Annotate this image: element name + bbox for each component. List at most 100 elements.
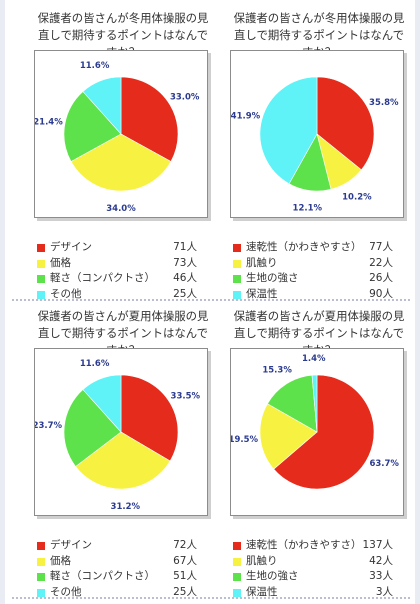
slice-percent-label: 33.5% bbox=[171, 391, 201, 401]
slice-percent-label: 35.8% bbox=[369, 98, 399, 108]
legend-item: 保温性 90人 bbox=[233, 287, 393, 303]
legend-count: 25人 bbox=[173, 287, 197, 300]
legend-item: 軽さ（コンパクトさ） 46人 bbox=[37, 271, 197, 287]
pie-slice bbox=[70, 133, 172, 192]
legend-count: 25人 bbox=[173, 585, 197, 598]
pie-chart-frame: 63.7% 19.5% 15.3% 1.4% bbox=[230, 348, 404, 516]
legend-swatch bbox=[37, 244, 45, 252]
legend-count: 137人 bbox=[362, 539, 393, 551]
legend-swatch bbox=[233, 290, 241, 299]
chart-panel-summer-design: 保護者の皆さんが夏用体操服の見直しで期待するポイントはなんですか？ 33.5%3… bbox=[34, 308, 212, 598]
pie-slice bbox=[82, 374, 122, 433]
legend-label: 肌触り bbox=[246, 554, 278, 567]
legend-swatch bbox=[37, 573, 45, 581]
legend-item: 速乾性（かわきやすさ） 77人 bbox=[233, 240, 393, 256]
legend-label: 保温性 bbox=[246, 287, 278, 300]
legend-count: 3人 bbox=[375, 585, 393, 598]
legend-swatch bbox=[233, 275, 241, 283]
legend-count: 42人 bbox=[369, 554, 393, 567]
pie-chart-frame: 33.0% 34.0% 21.4% 11.6% bbox=[34, 50, 208, 218]
legend-count: 77人 bbox=[369, 241, 393, 253]
chart-legend: 速乾性（かわきやすさ） 77人 肌触り 22人 生地の強さ 26人 保温性 90… bbox=[233, 240, 393, 302]
section-divider bbox=[12, 299, 410, 301]
slice-percent-label: 41.9% bbox=[231, 111, 261, 121]
legend-label: 価格 bbox=[50, 256, 71, 269]
pie-slice bbox=[311, 374, 318, 433]
legend-count: 46人 bbox=[173, 272, 197, 284]
legend-swatch bbox=[233, 573, 241, 581]
page-edge-right bbox=[415, 0, 420, 604]
pie-slice bbox=[316, 76, 375, 171]
page-edge-left bbox=[0, 0, 5, 604]
legend-item: デザイン 71人 bbox=[37, 240, 197, 256]
legend-item: 速乾性（かわきやすさ） 137人 bbox=[233, 538, 393, 554]
pie-slice bbox=[259, 76, 318, 185]
legend-count: 73人 bbox=[173, 256, 197, 269]
chart-legend: 速乾性（かわきやすさ） 137人 肌触り 42人 生地の強さ 33人 保温性 3… bbox=[233, 538, 393, 600]
chart-panel-winter-design: 保護者の皆さんが冬用体操服の見直しで期待するポイントはなんですか？ 33.0%3… bbox=[34, 10, 212, 300]
legend-label: 軽さ（コンパクトさ） bbox=[50, 570, 155, 582]
slice-percent-label: 11.6% bbox=[80, 61, 110, 71]
pie-slice bbox=[75, 431, 171, 490]
pie-chart-frame: 33.5% 31.2% 23.7% 11.6% bbox=[34, 348, 208, 516]
legend-swatch bbox=[233, 542, 241, 550]
legend-label: 生地の強さ bbox=[246, 570, 299, 582]
legend-count: 71人 bbox=[173, 241, 197, 253]
legend-label: 速乾性（かわきやすさ） bbox=[246, 539, 362, 551]
legend-label: 保温性 bbox=[246, 585, 278, 598]
pie-slice bbox=[63, 389, 122, 467]
slice-percent-label: 1.4% bbox=[302, 354, 326, 364]
pie-chart: 33.0% 34.0% 21.4% 11.6% bbox=[35, 61, 200, 214]
legend-count: 67人 bbox=[173, 554, 197, 567]
legend-swatch bbox=[37, 275, 45, 283]
chart-panel-winter-function: 保護者の皆さんが冬用体操服の見直しで期待するポイントはなんですか？ 35.8%1… bbox=[230, 10, 408, 300]
legend-count: 33人 bbox=[369, 570, 393, 582]
pie-slice bbox=[259, 403, 318, 470]
legend-label: 速乾性（かわきやすさ） bbox=[246, 241, 362, 253]
pie-slice bbox=[267, 374, 318, 433]
chart-title: 保護者の皆さんが夏用体操服の見直しで期待するポイントはなんですか？ bbox=[233, 309, 405, 357]
legend-count: 51人 bbox=[173, 570, 197, 582]
legend-count: 90人 bbox=[369, 287, 393, 300]
legend-item: 生地の強さ 26人 bbox=[233, 271, 393, 287]
section-divider bbox=[12, 597, 410, 599]
chart-legend: デザイン 72人 価格 67人 軽さ（コンパクトさ） 51人 その他 25人 bbox=[37, 538, 197, 600]
legend-label: 価格 bbox=[50, 554, 71, 567]
pie-slice bbox=[120, 76, 179, 162]
slice-percent-label: 10.2% bbox=[342, 192, 372, 202]
legend-label: デザイン bbox=[50, 539, 92, 551]
legend-item: デザイン 72人 bbox=[37, 538, 197, 554]
legend-label: その他 bbox=[50, 585, 82, 598]
legend-item: 軽さ（コンパクトさ） 51人 bbox=[37, 569, 197, 585]
slice-percent-label: 15.3% bbox=[262, 366, 292, 376]
pie-slice bbox=[273, 374, 375, 490]
legend-swatch bbox=[37, 588, 45, 597]
legend-item: 保温性 3人 bbox=[233, 585, 393, 601]
legend-label: 生地の強さ bbox=[246, 272, 299, 284]
slice-percent-label: 21.4% bbox=[35, 118, 63, 128]
slice-percent-label: 11.6% bbox=[80, 359, 110, 369]
legend-label: 肌触り bbox=[246, 256, 278, 269]
pie-chart: 35.8% 10.2% 12.1% 41.9% bbox=[231, 76, 399, 213]
pie-chart-frame: 35.8% 10.2% 12.1% 41.9% bbox=[230, 50, 404, 218]
slice-percent-label: 34.0% bbox=[106, 204, 136, 214]
pie-slice bbox=[82, 76, 122, 135]
legend-count: 72人 bbox=[173, 539, 197, 551]
legend-swatch bbox=[233, 244, 241, 252]
legend-label: その他 bbox=[50, 287, 82, 300]
pie-chart: 63.7% 19.5% 15.3% 1.4% bbox=[231, 354, 399, 490]
legend-swatch bbox=[37, 557, 45, 566]
legend-item: 価格 67人 bbox=[37, 554, 197, 570]
legend-swatch bbox=[37, 290, 45, 299]
legend-item: その他 25人 bbox=[37, 287, 197, 303]
legend-swatch bbox=[233, 588, 241, 597]
legend-swatch bbox=[233, 259, 241, 268]
legend-item: 生地の強さ 33人 bbox=[233, 569, 393, 585]
pie-slice bbox=[120, 374, 179, 462]
slice-percent-label: 63.7% bbox=[369, 459, 399, 469]
slice-percent-label: 23.7% bbox=[35, 421, 63, 431]
pie-chart: 33.5% 31.2% 23.7% 11.6% bbox=[35, 359, 201, 512]
legend-swatch bbox=[37, 259, 45, 268]
chart-panel-summer-function: 保護者の皆さんが夏用体操服の見直しで期待するポイントはなんですか？ 63.7% 1… bbox=[230, 308, 408, 598]
legend-swatch bbox=[233, 557, 241, 566]
